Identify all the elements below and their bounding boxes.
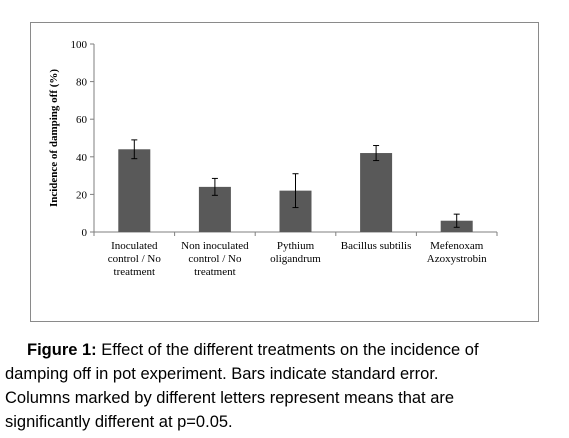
category-label-4: Mefenoxam Azoxystrobin [427, 240, 487, 265]
category-label-0-line-2: treatment [114, 266, 156, 278]
caption-line-1: Effect of the different treatments on th… [96, 341, 479, 359]
bar-chart: 0 20 40 60 80 100 Incidence of damping off (%)… [48, 39, 498, 278]
y-tick-label-0: 0 [82, 227, 88, 239]
caption-line-3: Columns marked by different letters repr… [5, 389, 455, 407]
y-tick-label-1: 20 [76, 189, 88, 201]
y-tick-label-2: 40 [76, 152, 88, 164]
category-label-0-line-1: control / No [108, 253, 162, 265]
category-label-3: Bacillus subtilis [341, 240, 412, 252]
y-tick-label-3: 60 [76, 114, 88, 126]
category-label-1: Non inoculated control / No treatment [181, 240, 249, 278]
y-tick-label-5: 100 [71, 39, 88, 51]
figure-caption: Figure 1: Effect of the different treatm… [5, 338, 565, 434]
category-label-2: Pythium oligandrum [270, 240, 321, 265]
caption-line-4: significantly different at p=0.05. [5, 413, 233, 431]
category-label-4-line-0: Mefenoxam [430, 240, 484, 252]
category-label-0-line-0: Inoculated [111, 240, 158, 252]
category-label-4-line-1: Azoxystrobin [427, 253, 487, 265]
category-label-2-line-0: Pythium [277, 240, 315, 252]
chart-frame: 0 20 40 60 80 100 Incidence of damping off (%)… [30, 22, 539, 322]
bar-0 [118, 149, 151, 232]
category-label-1-line-0: Non inoculated [181, 240, 249, 252]
category-label-2-line-1: oligandrum [270, 253, 321, 265]
bar-3 [360, 153, 393, 232]
category-label-3-line-0: Bacillus subtilis [341, 240, 412, 252]
caption-line-2: damping off in pot experiment. Bars indi… [5, 365, 439, 383]
category-label-1-line-1: control / No [188, 253, 242, 265]
y-axis-label: Incidence of damping off (%) [48, 69, 60, 207]
category-label-1-line-2: treatment [194, 266, 236, 278]
caption-label: Figure 1: [27, 341, 97, 359]
y-tick-label-4: 80 [76, 77, 88, 89]
category-label-0: Inoculated control / No treatment [108, 240, 162, 278]
